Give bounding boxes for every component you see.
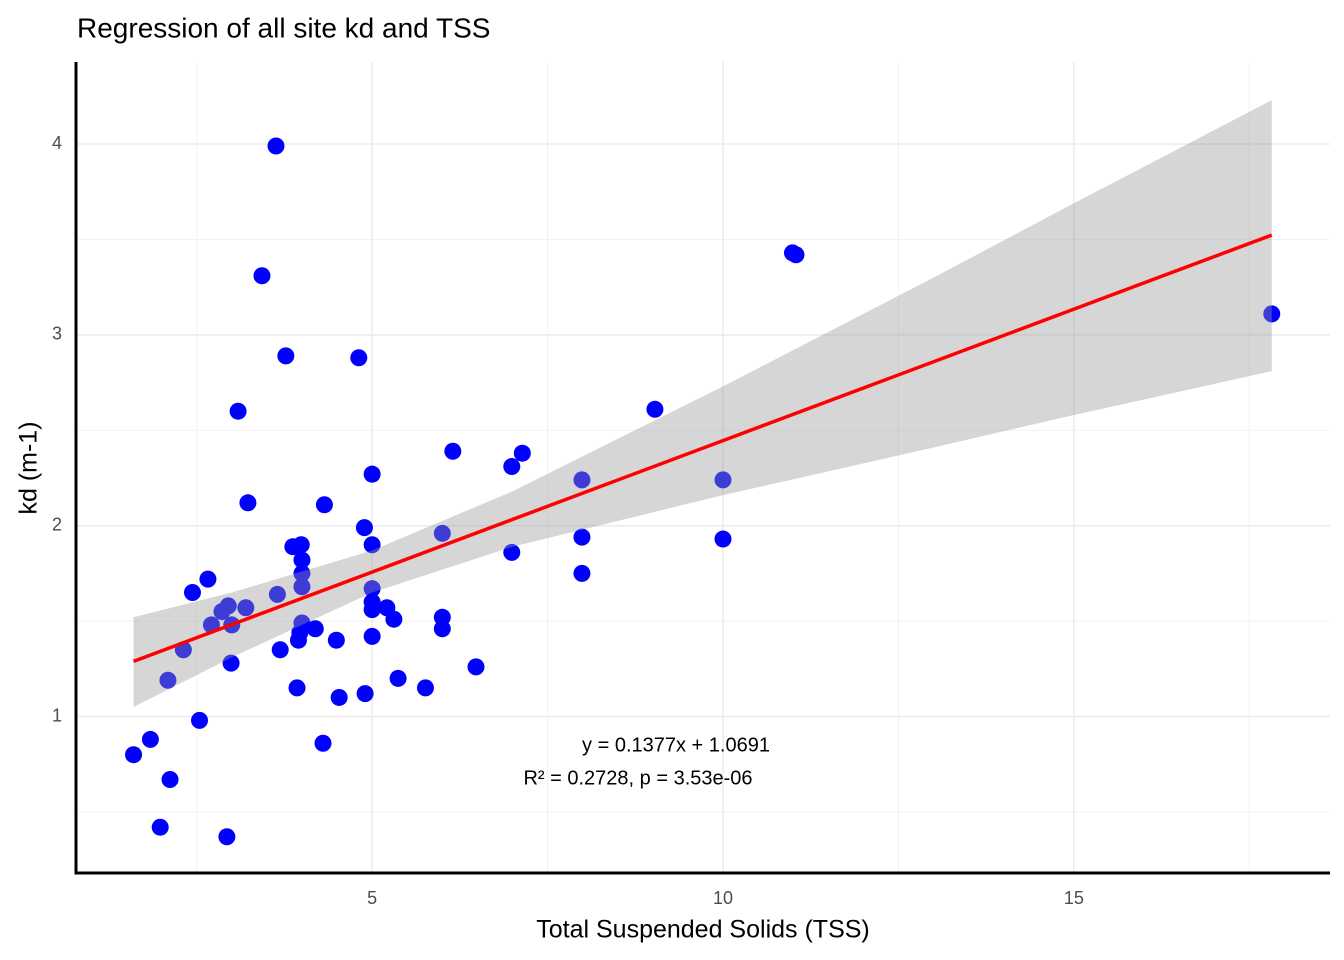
point — [253, 267, 271, 285]
point — [787, 246, 805, 264]
point — [350, 349, 368, 367]
confidence-band — [133, 100, 1272, 707]
regression-line — [132, 233, 1273, 664]
point — [141, 730, 159, 748]
point — [199, 570, 217, 588]
point — [444, 442, 462, 460]
annotation: y = 0.1377x + 1.0691 — [582, 734, 770, 756]
point — [355, 519, 373, 537]
point — [271, 641, 289, 659]
point — [293, 564, 311, 582]
point — [363, 580, 381, 598]
y-axis-title: kd (m-1) — [15, 421, 43, 514]
point — [356, 685, 374, 703]
point — [288, 679, 306, 697]
point — [191, 711, 209, 729]
point — [573, 564, 591, 582]
annotation: R² = 0.2728, p = 3.53e-06 — [523, 767, 752, 789]
point — [125, 746, 143, 764]
point — [222, 654, 240, 672]
point — [151, 818, 169, 836]
point — [433, 620, 451, 638]
point — [293, 551, 311, 569]
point — [314, 734, 332, 752]
point — [433, 524, 451, 542]
y-tick-label: 3 — [52, 324, 62, 344]
point — [293, 578, 311, 596]
point — [503, 458, 521, 476]
point — [293, 614, 311, 632]
point — [467, 658, 485, 676]
point — [389, 669, 407, 687]
point — [573, 471, 591, 489]
point — [159, 671, 177, 689]
x-tick-label: 5 — [367, 888, 377, 908]
point — [268, 585, 286, 603]
point — [363, 536, 381, 554]
y-tick-label: 2 — [52, 514, 62, 534]
point — [237, 599, 255, 617]
x-tick-label: 10 — [713, 888, 733, 908]
point — [513, 444, 531, 462]
point — [385, 610, 403, 628]
point — [1263, 305, 1281, 323]
chart-title: Regression of all site kd and TSS — [77, 12, 490, 43]
point — [503, 543, 521, 561]
point — [714, 530, 732, 548]
point — [218, 828, 236, 846]
point — [277, 347, 295, 365]
point — [306, 620, 324, 638]
x-tick-label: 15 — [1064, 888, 1084, 908]
point — [327, 631, 345, 649]
point — [573, 528, 591, 546]
point — [183, 583, 201, 601]
y-tick-label: 4 — [52, 133, 62, 153]
point — [714, 471, 732, 489]
point — [330, 688, 348, 706]
point — [315, 496, 333, 514]
point — [416, 679, 434, 697]
point — [239, 494, 257, 512]
point — [161, 770, 179, 788]
point — [363, 627, 381, 645]
point — [219, 597, 237, 615]
point — [229, 402, 247, 420]
point — [267, 137, 285, 155]
y-tick-label: 1 — [52, 705, 62, 725]
x-axis-title: Total Suspended Solids (TSS) — [536, 916, 870, 944]
point — [363, 601, 381, 619]
point — [363, 465, 381, 483]
point — [646, 400, 664, 418]
point — [292, 536, 310, 554]
